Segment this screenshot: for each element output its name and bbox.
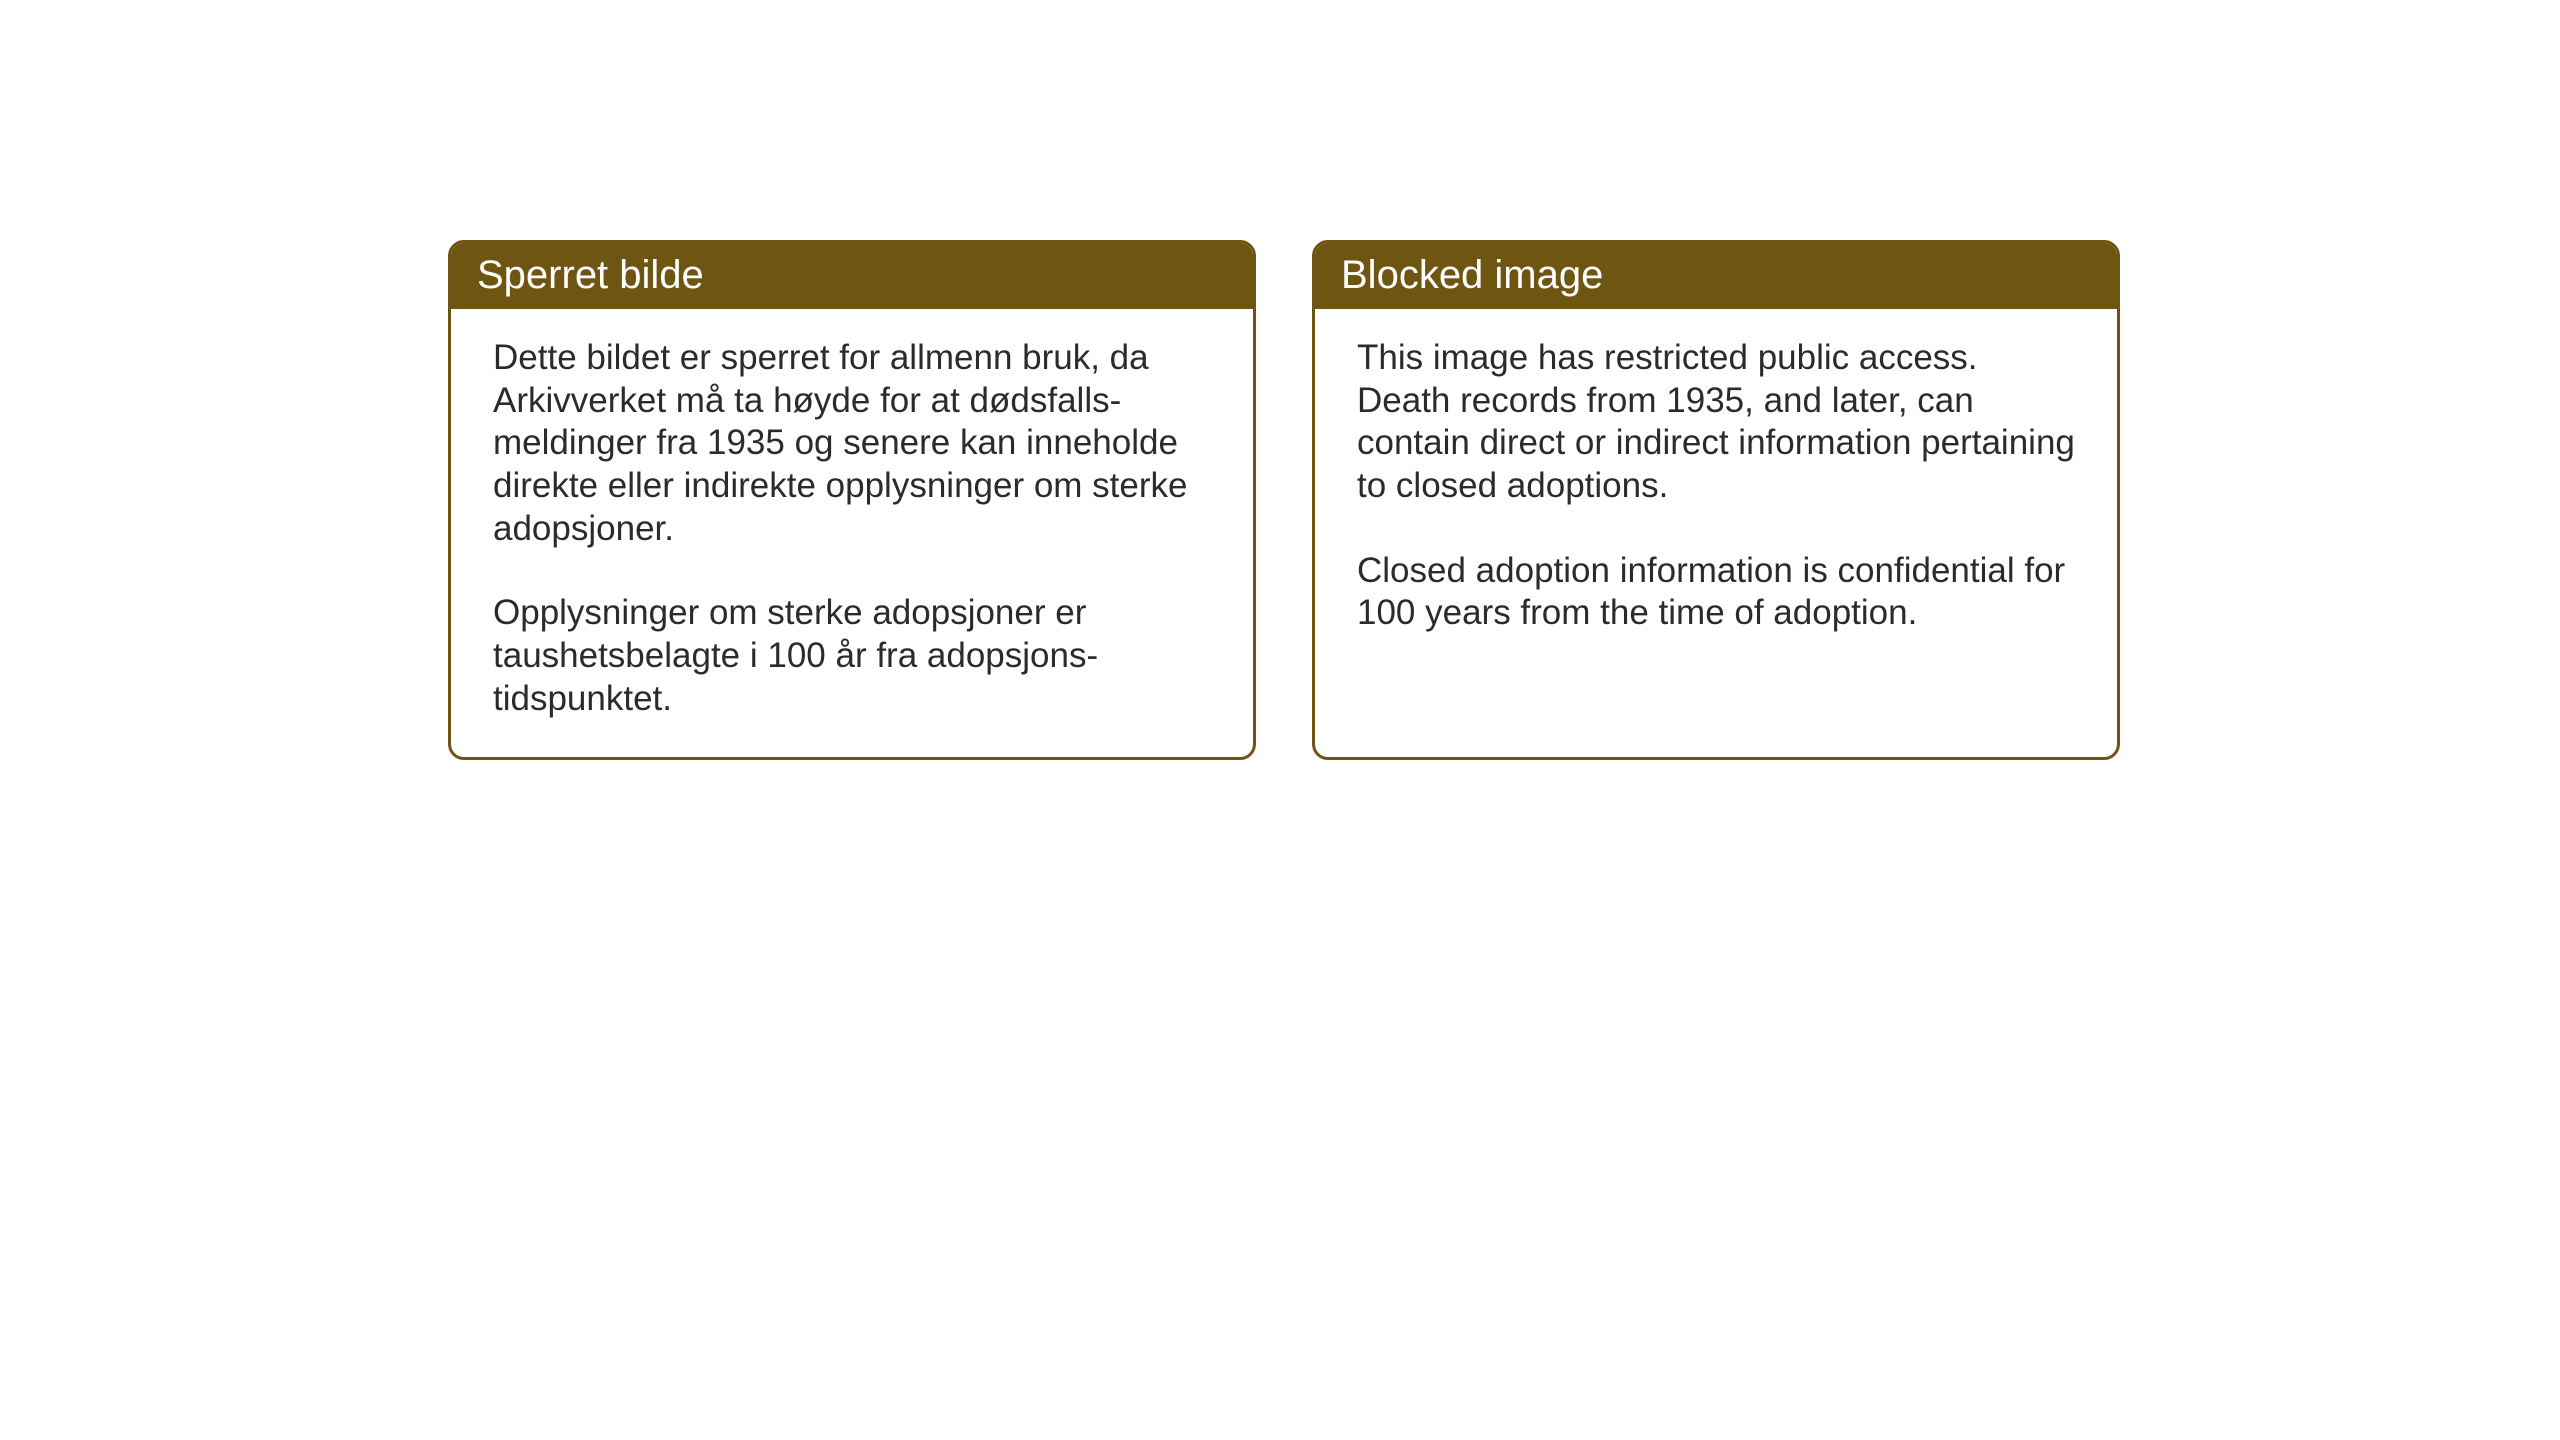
card-paragraph-english-1: This image has restricted public access.… [1357,337,2075,508]
card-english: Blocked image This image has restricted … [1312,240,2120,760]
card-body-english: This image has restricted public access.… [1315,309,2117,734]
card-header-english: Blocked image [1315,243,2117,309]
card-paragraph-norwegian-2: Opplysninger om sterke adopsjoner er tau… [493,592,1211,720]
card-norwegian: Sperret bilde Dette bildet er sperret fo… [448,240,1256,760]
cards-container: Sperret bilde Dette bildet er sperret fo… [448,240,2120,760]
card-header-norwegian: Sperret bilde [451,243,1253,309]
card-body-norwegian: Dette bildet er sperret for allmenn bruk… [451,309,1253,757]
card-paragraph-english-2: Closed adoption information is confident… [1357,550,2075,635]
card-paragraph-norwegian-1: Dette bildet er sperret for allmenn bruk… [493,337,1211,550]
